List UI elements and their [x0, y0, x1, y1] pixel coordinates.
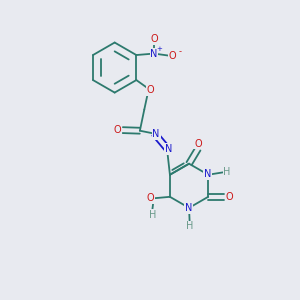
Text: O: O — [147, 193, 154, 203]
Text: O: O — [146, 85, 154, 95]
Text: N: N — [165, 144, 172, 154]
Text: -: - — [178, 47, 182, 56]
Text: N: N — [152, 129, 160, 139]
Text: N: N — [150, 49, 158, 58]
Text: H: H — [186, 221, 193, 231]
Text: H: H — [148, 210, 156, 220]
Text: O: O — [169, 51, 176, 61]
Text: O: O — [226, 192, 233, 202]
Text: H: H — [223, 167, 231, 177]
Text: O: O — [150, 34, 158, 44]
Text: O: O — [194, 139, 202, 149]
Text: N: N — [204, 169, 211, 179]
Text: +: + — [156, 46, 162, 52]
Text: N: N — [185, 203, 192, 213]
Text: O: O — [114, 125, 121, 135]
